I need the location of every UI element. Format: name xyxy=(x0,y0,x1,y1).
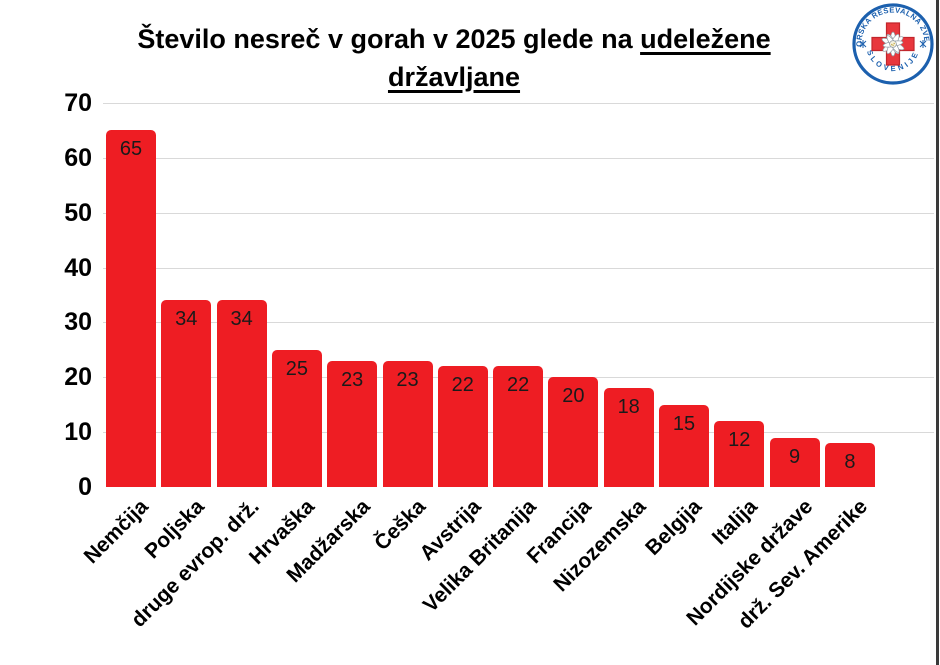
bar-value-label: 23 xyxy=(396,368,419,391)
bar-value-label: 12 xyxy=(728,429,751,452)
bar-Poljska xyxy=(161,300,212,487)
y-gridline xyxy=(103,103,934,104)
y-axis-tick-label: 50 xyxy=(64,198,92,227)
chart-title-underlined-word-1: udeležene xyxy=(640,24,771,54)
bar-value-label: 9 xyxy=(789,445,801,468)
y-gridline xyxy=(103,267,934,269)
y-axis-tick-label: 40 xyxy=(64,253,92,282)
bar-Nemčija xyxy=(106,130,156,487)
bar-druge evrop. drž. xyxy=(216,300,267,487)
y-axis-tick-label: 70 xyxy=(64,89,92,117)
y-axis-tick-label: 20 xyxy=(64,363,92,392)
bar-Italija xyxy=(714,421,765,487)
chart-title-line-2: državljane xyxy=(0,58,908,96)
page-right-border xyxy=(936,0,939,665)
logo-asterisk-right xyxy=(919,40,927,48)
chart-title: Število nesreč v gorah v 2025 glede na u… xyxy=(0,20,908,96)
bar-Nizozemska xyxy=(603,388,654,487)
bar-value-label: 22 xyxy=(506,374,530,397)
y-gridline xyxy=(103,157,934,159)
chart-title-prefix: Število nesreč v gorah v 2025 glede na xyxy=(137,24,641,54)
x-axis-category-label: Belgija xyxy=(641,495,707,560)
edelweiss-flower-icon xyxy=(881,31,905,57)
y-gridline xyxy=(103,212,934,214)
y-axis-tick-label: 10 xyxy=(64,418,92,447)
y-axis-tick-label: 30 xyxy=(64,308,92,337)
y-axis-tick-label: 60 xyxy=(64,143,92,172)
chart-title-line-1: Število nesreč v gorah v 2025 glede na u… xyxy=(0,20,908,58)
logo-asterisk-left xyxy=(859,40,867,48)
bar-drž. Sev. Amerike xyxy=(824,443,875,487)
x-axis-category-label: Nemčija xyxy=(80,495,154,569)
bar-value-label: 23 xyxy=(341,368,364,391)
y-gridline xyxy=(103,322,934,324)
bar-Hrvaška xyxy=(271,349,322,487)
bar-Belgija xyxy=(659,404,709,487)
bar-value-label: 22 xyxy=(451,374,474,397)
bar-value-label: 65 xyxy=(119,138,143,161)
bar-Avstrija xyxy=(437,366,488,487)
bar-value-label: 34 xyxy=(175,308,198,331)
bar-value-label: 18 xyxy=(617,396,640,419)
bar-Nordijske države xyxy=(769,437,820,487)
bar-Francija xyxy=(548,377,599,487)
bar-Madžarska xyxy=(327,360,378,487)
mountain-rescue-association-logo: GORSKA REŠEVALNA ZVEZA SLOVENIJE xyxy=(852,3,934,85)
bar-value-label: 34 xyxy=(230,308,253,331)
bar-value-label: 25 xyxy=(285,357,309,380)
chart-title-underlined-word-2: državljane xyxy=(387,62,521,92)
bar-value-label: 20 xyxy=(562,385,585,408)
bar-Češka xyxy=(382,360,433,487)
bar-value-label: 15 xyxy=(672,412,696,435)
bar-value-label: 8 xyxy=(844,451,856,474)
bar-Velika Britanija xyxy=(493,366,544,487)
y-axis-tick-label: 0 xyxy=(78,473,92,501)
